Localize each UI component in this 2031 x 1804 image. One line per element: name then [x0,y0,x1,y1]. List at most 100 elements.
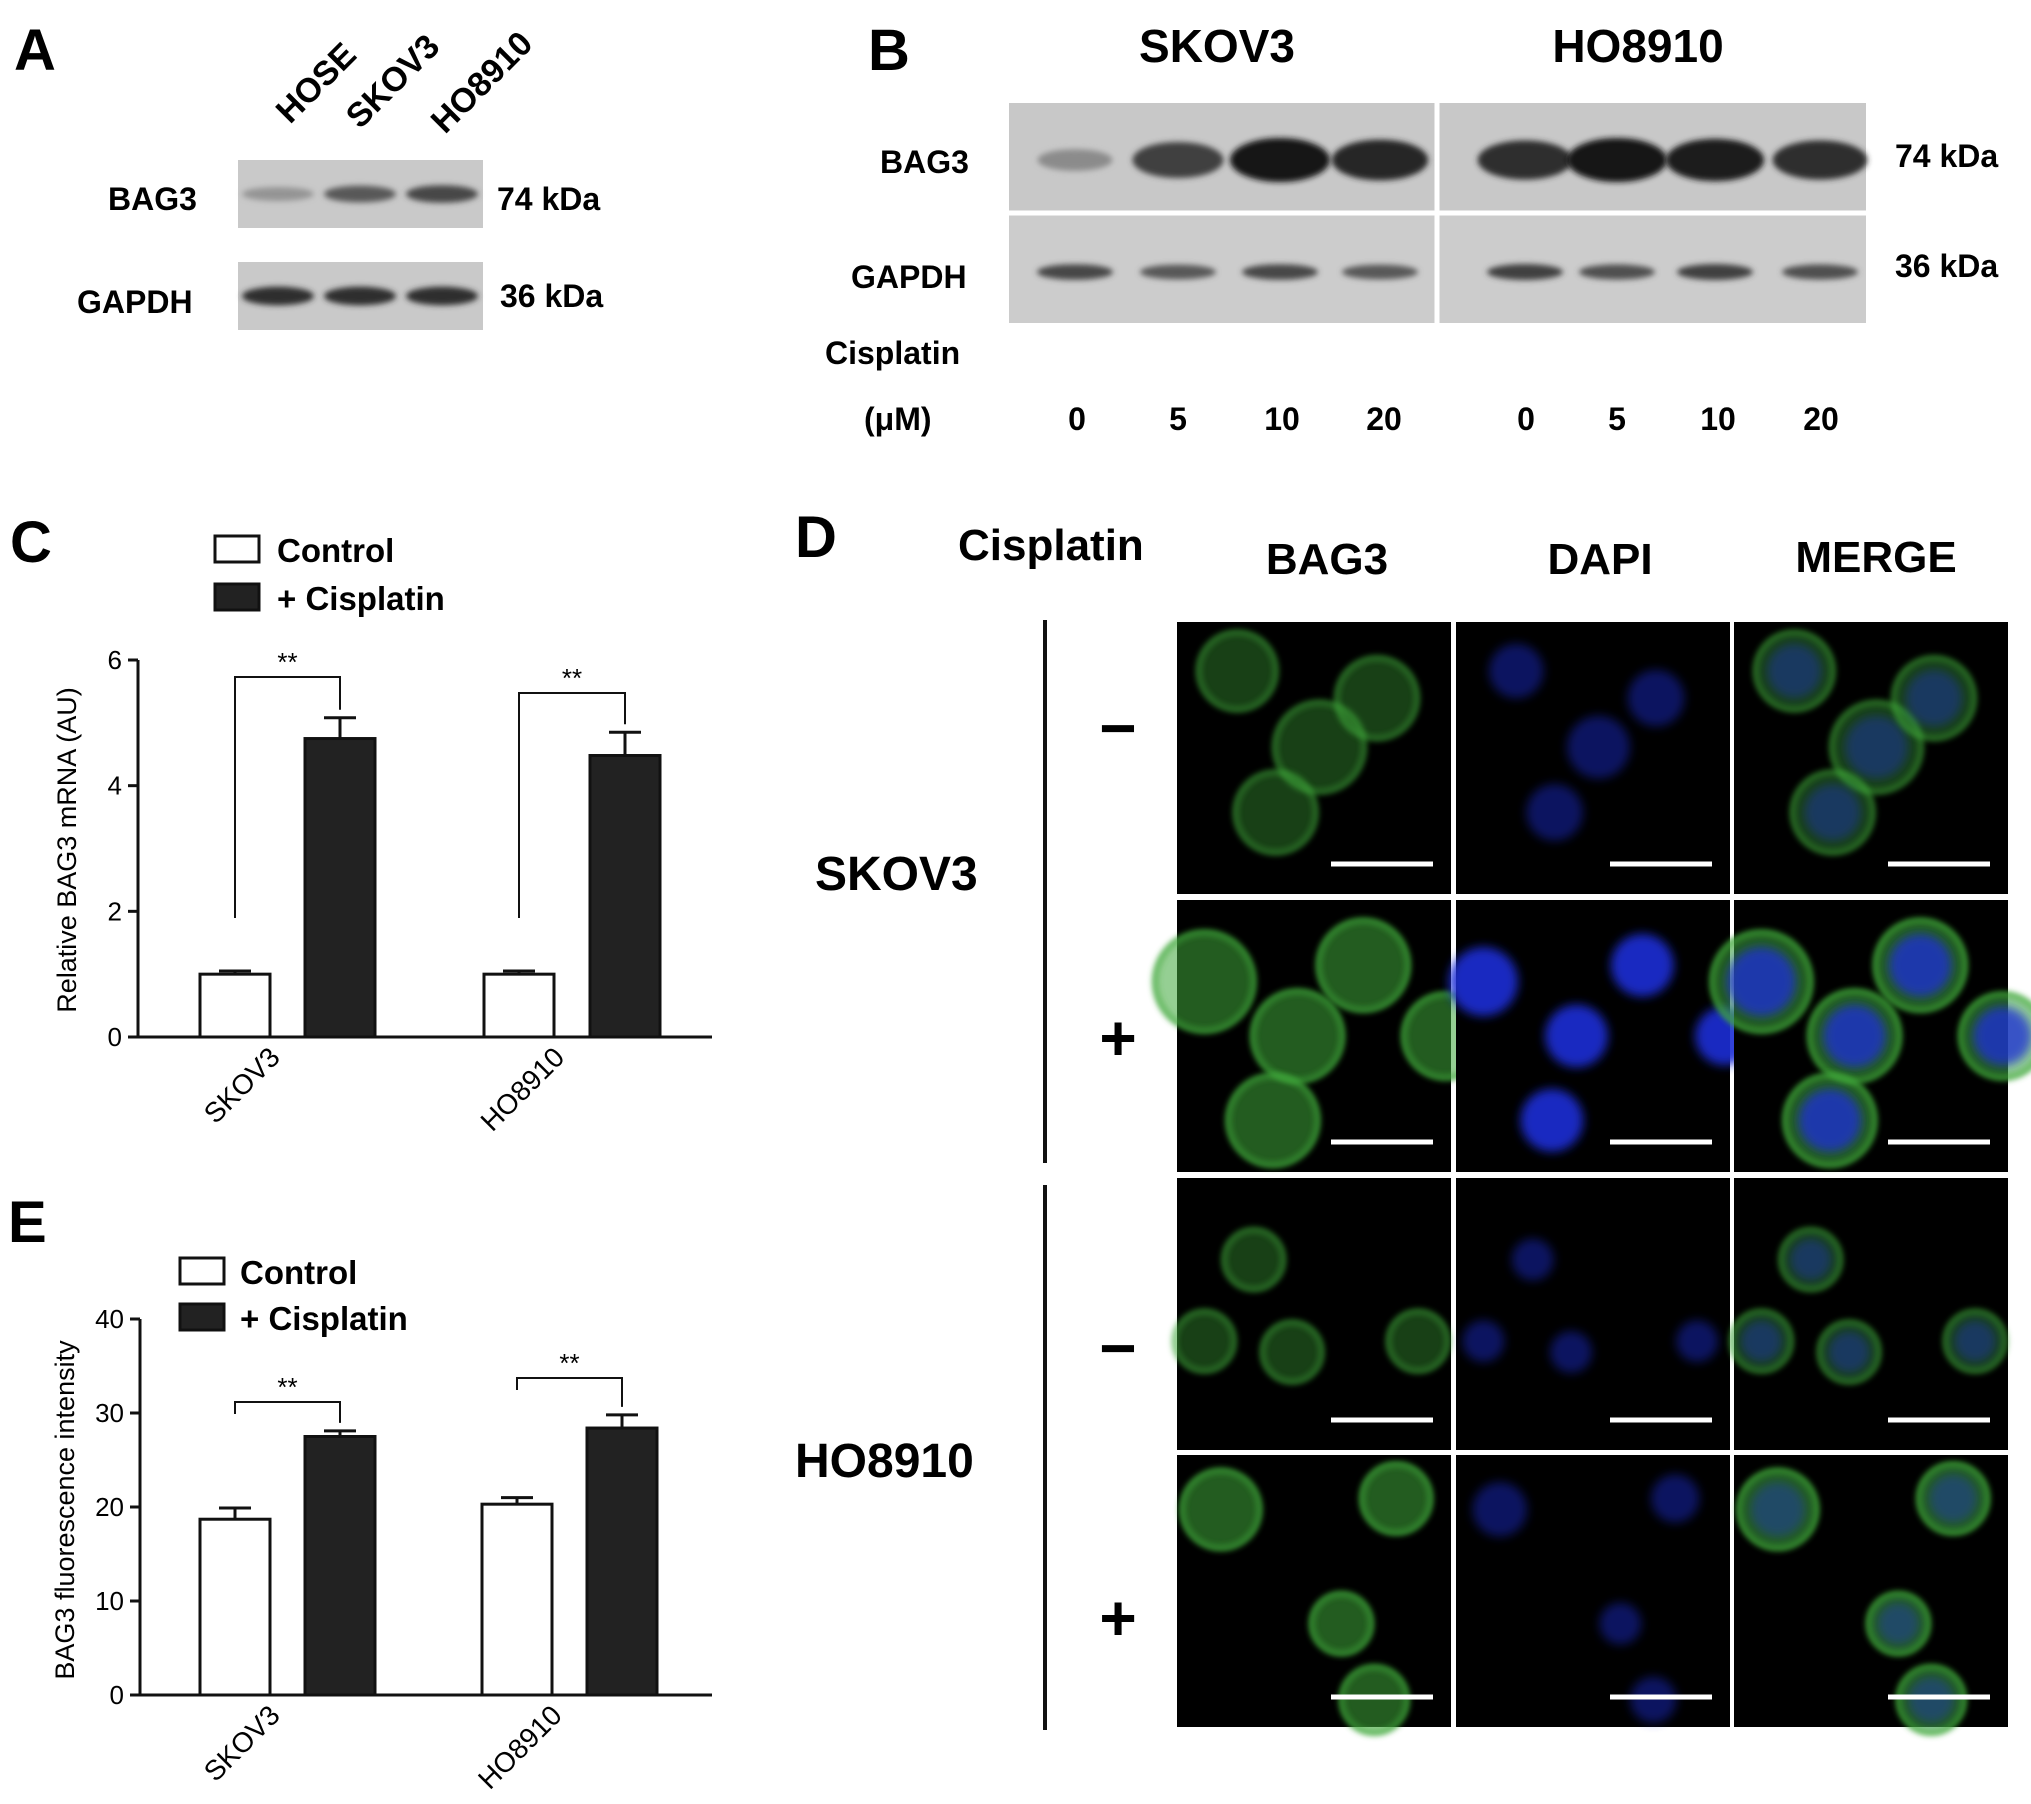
micrograph-r2-merge [1709,900,2031,1172]
bar-skov3-1 [303,1435,377,1697]
blot-b-size-bag3: 74 kDa [1895,138,1998,174]
y-tick-label: 0 [110,1680,124,1710]
panel-a: A HOSE SKOV3 HO8910 BAG3 GAPDH 74 kDa 36… [14,18,603,330]
micrograph-r4-bag3 [1177,1455,1451,1736]
category-label-ho8910: HO8910 [472,1699,568,1795]
panel-c: C Control + Cisplatin Relative BAG3 mRNA… [10,510,712,1137]
chart-c: 0 2 4 6 ** SKOV3 ** HO8910 [108,645,712,1137]
legend-c-control-label: Control [277,532,394,569]
band-a-bag3-1 [324,185,396,203]
micrograph-r4-merge [1734,1455,2008,1736]
dose-label-3: 20 [1366,401,1402,437]
category-label-ho8910: HO8910 [475,1041,571,1137]
blot-a-row-label-gapdh: GAPDH [77,284,193,320]
bar-skov3-0 [198,1517,272,1697]
panel-a-letter: A [14,18,56,83]
significance-label: ** [559,1348,579,1378]
band-b-gapdh-6 [1677,264,1753,280]
significance-label: ** [277,647,297,677]
significance-bracket [518,692,626,918]
micrograph-r2-dapi [1448,900,1754,1172]
micrograph-r3-merge [1728,1178,2009,1450]
d-column-bag3: BAG3 [1266,535,1388,584]
band-b-gapdh-4 [1487,264,1563,280]
panel-e: E Control + Cisplatin BAG3 fluorescence … [8,1190,712,1795]
micrograph-r4-dapi [1456,1455,1730,1727]
band-b-bag3-2 [1230,138,1330,182]
d-column-merge: MERGE [1795,533,1956,582]
dose-label-5: 5 [1608,401,1626,437]
legend-e-control-swatch [178,1256,226,1286]
dose-label-6: 10 [1700,401,1736,437]
panel-b-letter: B [868,18,910,83]
d-treatment-row3: − [1099,1312,1136,1384]
band-b-gapdh-0 [1037,264,1113,280]
band-a-bag3-0 [242,187,314,201]
treatment-label: Cisplatin [825,335,960,371]
y-tick-label: 6 [108,645,122,675]
band-b-gapdh-3 [1342,264,1418,280]
significance-bracket [234,1401,341,1423]
legend-c-cisplatin-label: + Cisplatin [277,580,445,617]
bar-skov3-0 [198,972,272,1039]
bands-b [1037,138,1868,280]
band-b-bag3-6 [1665,138,1765,182]
micrograph-r1-dapi [1456,622,1730,894]
micrograph-r2-bag3 [1152,900,1491,1172]
dose-label-0: 0 [1068,401,1086,437]
band-b-bag3-1 [1132,142,1224,178]
y-tick-label: 10 [95,1586,124,1616]
d-cell-line-skov3: SKOV3 [815,848,978,901]
group-label-skov3: SKOV3 [1139,20,1295,72]
d-treatment-row2: + [1099,1002,1136,1074]
micrograph-r3-dapi [1456,1178,1730,1450]
significance-label: ** [562,663,582,693]
micrograph-r3-bag3 [1171,1178,1452,1450]
blot-b-row-label-bag3: BAG3 [880,144,969,180]
band-b-bag3-4 [1477,140,1573,180]
y-tick-label: 4 [108,771,122,801]
micrograph-grid [1152,622,2031,1736]
panel-b: B SKOV3 HO8910 BAG3 GAPDH 74 kDa 36 kDa … [825,18,1998,437]
chart-c-ylabel: Relative BAG3 mRNA (AU) [52,687,82,1013]
significance-bracket [516,1377,623,1407]
bar-ho8910-1 [588,754,662,1039]
bands-a [242,185,478,306]
dose-label-1: 5 [1169,401,1187,437]
dose-unit-label: (μM) [864,401,932,437]
bar-ho8910-0 [480,1502,554,1697]
y-tick-label: 2 [108,896,122,926]
band-a-bag3-2 [406,185,478,203]
band-b-bag3-7 [1772,140,1868,180]
micrograph-r1-bag3 [1177,622,1451,894]
dose-label-2: 10 [1264,401,1300,437]
legend-e-control-label: Control [240,1254,357,1291]
category-label-skov3: SKOV3 [198,1699,286,1787]
significance-bracket [234,676,341,918]
d-treatment-row1: − [1099,692,1136,764]
bar-skov3-1 [303,737,377,1039]
blot-a-size-bag3: 74 kDa [497,181,600,217]
d-treatment-row4: + [1099,1582,1136,1654]
band-a-gapdh-2 [406,286,478,306]
panel-d-letter: D [795,505,837,570]
dose-labels: 0 5 10 20 0 5 10 20 [1068,401,1839,437]
legend-c-cisplatin-swatch [213,582,261,612]
d-row-header: Cisplatin [958,521,1144,570]
d-cell-line-ho8910: HO8910 [795,1435,974,1488]
y-tick-label: 20 [95,1492,124,1522]
lane-label-ho8910: HO8910 [424,24,540,140]
dose-label-7: 20 [1803,401,1839,437]
legend-e-cisplatin-label: + Cisplatin [240,1300,408,1337]
significance-label: ** [277,1372,297,1402]
blot-b-row-label-gapdh: GAPDH [851,259,967,295]
band-b-gapdh-1 [1140,264,1216,280]
band-a-gapdh-1 [324,286,396,306]
legend-e-cisplatin-swatch [178,1302,226,1332]
chart-e: 0 10 20 30 40 ** SKOV3 ** HO8910 [95,1304,712,1795]
bar-ho8910-0 [482,972,556,1039]
dose-label-4: 0 [1517,401,1535,437]
band-b-bag3-3 [1331,139,1429,181]
panel-d: D Cisplatin BAG3 DAPI MERGE SKOV3 HO8910… [795,505,2031,1736]
